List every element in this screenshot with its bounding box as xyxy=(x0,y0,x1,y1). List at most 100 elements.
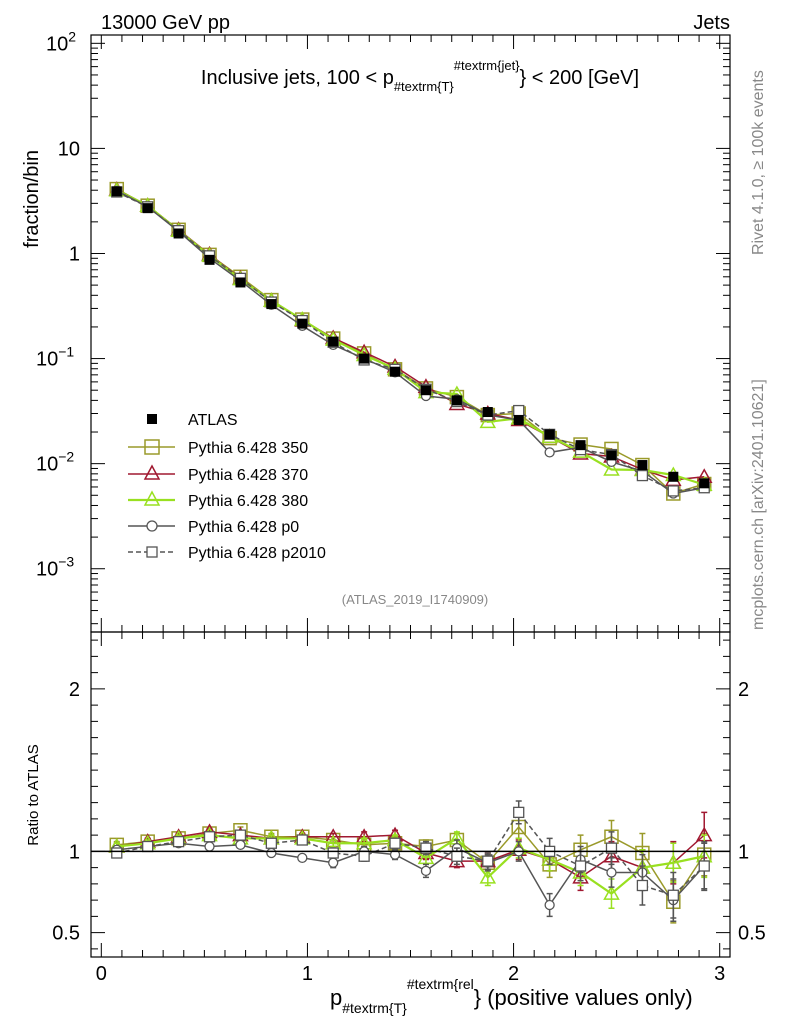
ratio-line-pythia-6-428-p0 xyxy=(116,842,705,907)
ratio-series-pythia-6-428-350 xyxy=(109,814,712,924)
main-y-tick-label: 102 xyxy=(46,28,76,55)
legend-entry-pythia-p2010: Pythia 6.428 p2010 xyxy=(128,545,326,562)
series-atlas xyxy=(111,186,710,489)
x-tick-label: 3 xyxy=(714,963,725,985)
x-axis-label: p#textrm{T}#textrm{rel} (positive values… xyxy=(330,976,693,1016)
data-point xyxy=(667,485,679,497)
ratio-point xyxy=(235,839,246,851)
ratio-point xyxy=(265,837,278,849)
data-point xyxy=(544,429,555,440)
ratio-point xyxy=(420,865,432,877)
ratio-axis-ticks: 0.5 0.5 1 1 2 2 0 1 2 3 xyxy=(52,632,766,985)
ratio-y-tick-label-left: 1 xyxy=(69,841,80,863)
main-plot-title: Inclusive jets, 100 < p#textrm{T}#textrm… xyxy=(201,58,639,94)
legend-label-pythia-p0: Pythia 6.428 p0 xyxy=(188,519,299,536)
ratio-series-pythia-6-428-380 xyxy=(108,826,713,909)
main-plot-frame xyxy=(90,34,731,633)
data-point xyxy=(575,440,586,451)
ratio-y-tick-label-right: 1 xyxy=(738,841,749,863)
rivet-version-label: Rivet 4.1.0, ≥ 100k events xyxy=(750,70,767,255)
ratio-point xyxy=(417,849,435,865)
legend: ATLAS Pythia 6.428 350 Pythia 6.428 370 … xyxy=(128,412,326,562)
ratio-point xyxy=(479,868,497,884)
ratio-point xyxy=(142,840,154,853)
main-y-tick-label: 10−1 xyxy=(36,344,74,371)
ratio-point xyxy=(389,849,401,860)
data-point xyxy=(173,228,184,239)
ratio-point xyxy=(605,842,618,854)
data-point xyxy=(479,413,497,429)
ratio-point xyxy=(665,854,682,869)
ratio-point xyxy=(420,842,432,854)
series-line-pythia-6-428-370 xyxy=(116,188,705,481)
data-point xyxy=(606,450,617,461)
legend-entry-atlas: ATLAS xyxy=(147,412,238,429)
legend-label-pythia-p2010: Pythia 6.428 p2010 xyxy=(188,545,326,562)
ratio-y-tick-label-left: 0.5 xyxy=(52,923,80,945)
main-y-axis-ticks: 102 10 1 10−1 10−2 10−3 xyxy=(36,28,730,632)
data-point xyxy=(513,404,525,417)
x-tick-label: 1 xyxy=(302,963,313,985)
data-point xyxy=(142,203,153,214)
legend-entry-pythia-p0: Pythia 6.428 p0 xyxy=(128,519,299,536)
ratio-point xyxy=(667,889,679,901)
ratio-point xyxy=(544,899,555,911)
ratio-plot-frame xyxy=(90,631,731,958)
data-point xyxy=(235,277,246,288)
ratio-point xyxy=(389,837,401,849)
ratio-point xyxy=(297,852,308,864)
ratio-point xyxy=(328,857,339,868)
data-point xyxy=(359,353,370,364)
ratio-y-tick-label-left: 2 xyxy=(69,679,80,701)
legend-entry-pythia-350: Pythia 6.428 350 xyxy=(128,439,308,457)
legend-entry-pythia-380: Pythia 6.428 380 xyxy=(128,490,308,510)
x-tick-label: 0 xyxy=(96,963,107,985)
data-point xyxy=(482,407,493,418)
ratio-point xyxy=(296,834,308,846)
ratio-point xyxy=(606,867,617,878)
legend-entry-pythia-370: Pythia 6.428 370 xyxy=(128,464,308,484)
data-point xyxy=(513,415,524,426)
main-plot-series xyxy=(108,181,713,501)
data-point xyxy=(636,469,649,482)
data-point xyxy=(328,336,339,347)
main-y-tick-label: 1 xyxy=(69,243,80,265)
main-y-tick-label: 10−2 xyxy=(36,449,74,476)
data-point xyxy=(451,395,462,406)
data-point xyxy=(668,471,679,482)
ratio-y-axis-label: Ratio to ATLAS xyxy=(25,744,42,845)
x-tick-label: 2 xyxy=(508,963,519,985)
main-y-tick-label: 10−3 xyxy=(36,554,74,581)
mcplots-source-label: mcplots.cern.ch [arXiv:2401.10621] xyxy=(750,379,767,630)
analysis-watermark: (ATLAS_2019_I1740909) xyxy=(342,592,488,607)
ratio-point xyxy=(327,847,339,859)
ratio-point xyxy=(358,850,370,862)
data-point xyxy=(637,460,648,471)
ratio-y-tick-label-right: 0.5 xyxy=(738,923,766,945)
ratio-point xyxy=(636,879,649,892)
legend-label-atlas: ATLAS xyxy=(188,412,238,429)
main-y-tick-label: 10 xyxy=(58,138,80,160)
data-point xyxy=(699,478,710,489)
ratio-point xyxy=(603,885,620,900)
header-right-label: Jets xyxy=(693,12,730,34)
ratio-point xyxy=(698,860,710,872)
data-point xyxy=(266,299,277,310)
ratio-point xyxy=(574,860,587,872)
legend-label-pythia-380: Pythia 6.428 380 xyxy=(188,493,308,510)
data-point xyxy=(544,447,555,458)
ratio-point xyxy=(482,855,494,867)
data-point xyxy=(204,254,215,265)
data-point xyxy=(297,318,308,329)
ratio-plot-series xyxy=(91,800,730,924)
ratio-line-pythia-6-428-p2010 xyxy=(116,811,705,897)
legend-label-pythia-370: Pythia 6.428 370 xyxy=(188,467,308,484)
header-left-label: 13000 GeV pp xyxy=(101,12,230,34)
ratio-point xyxy=(266,847,277,859)
data-point xyxy=(603,460,620,476)
ratio-point xyxy=(204,841,215,852)
legend-label-pythia-350: Pythia 6.428 350 xyxy=(188,440,308,457)
data-point xyxy=(390,366,401,377)
ratio-point xyxy=(203,831,216,843)
